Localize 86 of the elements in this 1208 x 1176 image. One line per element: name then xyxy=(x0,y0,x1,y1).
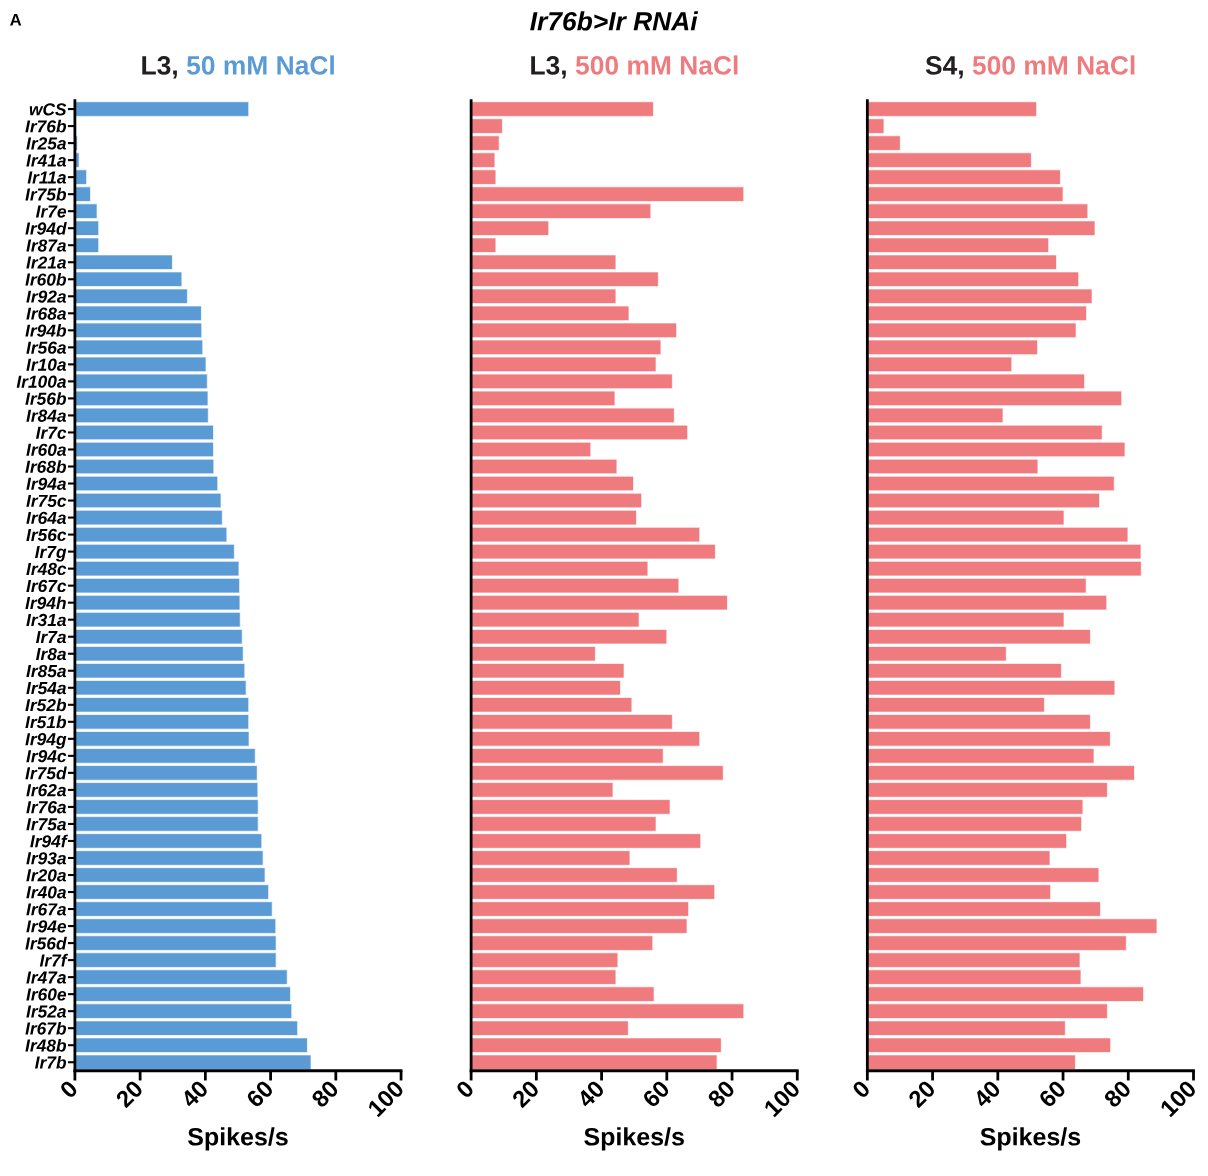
y-tick-label: Ir60b xyxy=(25,272,67,286)
y-tick-label: Ir56c xyxy=(26,528,67,542)
x-tick-label: 60 xyxy=(1037,1079,1067,1109)
y-tick-label: Ir52a xyxy=(26,1005,67,1018)
y-tick-label: Ir31a xyxy=(26,613,67,627)
x-tick-label: 100 xyxy=(763,1079,802,1118)
y-tick-label: Ir60e xyxy=(26,988,67,1001)
y-tick-label: Ir25a xyxy=(26,137,67,150)
x-axis-title: Spikes/s xyxy=(980,1127,1081,1151)
y-tick-label: Ir62a xyxy=(26,784,67,797)
y-tick-label: Ir94f xyxy=(30,834,69,848)
x-axis-title: Spikes/s xyxy=(187,1127,288,1151)
y-tick-label: Ir68b xyxy=(25,460,67,473)
y-tick-label: Ir7a xyxy=(35,631,67,644)
y-tick-label: Ir7f xyxy=(39,953,69,967)
y-tick-label: Ir7c xyxy=(35,426,67,439)
text: Ir76b>Ir RNAi xyxy=(530,11,699,31)
y-tick-label: Ir47a xyxy=(26,971,67,984)
y-tick-label: Ir75d xyxy=(25,766,67,780)
y-tick-label: Ir56d xyxy=(25,936,67,950)
y-tick-label: Ir10a xyxy=(26,358,67,371)
y-tick-label: Ir92a xyxy=(26,290,67,303)
y-tick-label: Ir76a xyxy=(26,801,67,814)
y-tick-label: Ir68a xyxy=(26,307,67,320)
y-tick-label: Ir94c xyxy=(26,750,67,763)
chart-title: S4, xyxy=(925,56,963,79)
y-tick-label: Ir56a xyxy=(26,341,67,354)
y-tick-label: Ir11a xyxy=(27,171,67,184)
y-tick-label: Ir56b xyxy=(25,392,67,405)
x-tick-label: 80 xyxy=(1102,1079,1133,1109)
x-tick-label: 40 xyxy=(972,1079,1002,1109)
y-tick-label: Ir76b xyxy=(25,119,67,133)
text: A xyxy=(10,14,22,26)
y-tick-label: Ir75a xyxy=(26,818,67,831)
x-tick-label: 100 xyxy=(1159,1079,1198,1118)
y-tick-label: Ir94b xyxy=(25,324,67,337)
x-tick-label: 20 xyxy=(907,1079,937,1109)
y-tick-label: Ir75c xyxy=(26,494,67,507)
series-label: 500 mM NaCl xyxy=(972,55,1135,75)
y-tick-label: Ir20a xyxy=(26,869,67,882)
y-tick-label: Ir54a xyxy=(26,682,67,695)
y-tick-label: Ir8a xyxy=(35,647,67,661)
x-tick-label: 60 xyxy=(245,1079,275,1109)
x-tick-label: 40 xyxy=(179,1079,210,1109)
x-tick-label: 100 xyxy=(366,1079,405,1118)
y-tick-label: Ir84a xyxy=(26,409,67,422)
y-tick-label: Ir94a xyxy=(26,477,67,490)
chart-title: L3, xyxy=(142,56,177,79)
y-tick-label: Ir67a xyxy=(26,903,67,916)
x-tick-label: 40 xyxy=(575,1079,606,1109)
y-tick-label: Ir64a xyxy=(26,511,67,525)
x-tick-label: 20 xyxy=(114,1079,144,1109)
x-axis-title: Spikes/s xyxy=(584,1127,684,1151)
y-tick-label: Ir41a xyxy=(26,154,67,167)
x-tick-label: 0 xyxy=(851,1079,872,1100)
y-tick-label: wCS xyxy=(29,103,67,116)
series-label: 500 mM NaCl xyxy=(575,55,738,75)
x-tick-label: 0 xyxy=(58,1079,79,1100)
y-tick-label: Ir100a xyxy=(16,375,67,388)
y-tick-label: Ir48c xyxy=(26,562,67,576)
y-tick-label: Ir94e xyxy=(26,920,67,933)
y-tick-label: Ir48b xyxy=(25,1038,67,1052)
y-tick-label: Ir87a xyxy=(26,239,67,252)
y-tick-label: Ir93a xyxy=(26,852,67,865)
x-tick-label: 60 xyxy=(641,1079,671,1109)
x-tick-label: 80 xyxy=(310,1079,340,1109)
y-tick-label: Ir21a xyxy=(26,256,67,269)
y-tick-label: Ir75b xyxy=(25,187,67,201)
y-tick-label: Ir60a xyxy=(26,443,67,456)
y-tick-label: Ir67c xyxy=(26,579,67,593)
y-tick-label: Ir67b xyxy=(25,1021,67,1035)
x-tick-label: 20 xyxy=(511,1079,541,1109)
y-tick-label: Ir7e xyxy=(35,205,67,218)
y-tick-label: Ir94h xyxy=(25,596,66,610)
y-tick-label: Ir94g xyxy=(25,733,67,749)
x-tick-label: 0 xyxy=(455,1079,475,1100)
y-tick-label: Ir51b xyxy=(25,715,67,729)
y-tick-label: Ir85a xyxy=(26,664,67,678)
chart-title: L3, xyxy=(531,56,566,79)
x-tick-label: 80 xyxy=(706,1079,736,1109)
y-tick-label: Ir94d xyxy=(25,221,67,235)
y-tick-label: Ir40a xyxy=(26,886,67,899)
y-tick-label: Ir52b xyxy=(25,698,67,712)
y-tick-label: Ir7g xyxy=(35,545,67,562)
series-label: 50 mM NaCl xyxy=(186,55,334,75)
y-tick-label: Ir7b xyxy=(35,1055,67,1069)
